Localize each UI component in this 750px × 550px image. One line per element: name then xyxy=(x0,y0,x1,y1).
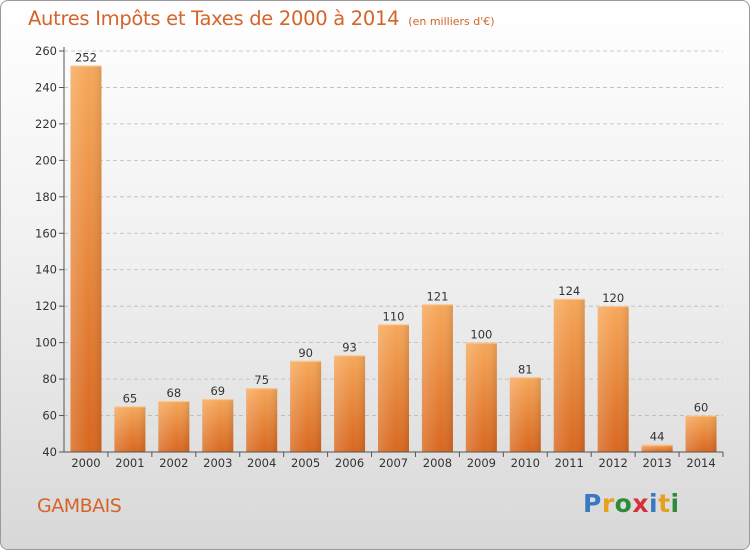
data-label: 65 xyxy=(123,391,138,405)
x-tick-label: 2000 xyxy=(71,456,100,470)
bar-shade xyxy=(465,342,497,452)
logo-letter: x xyxy=(632,489,649,518)
bar-shade xyxy=(597,306,629,452)
bar-shade xyxy=(378,324,409,452)
bar-shade xyxy=(509,377,541,452)
x-tick-label: 2006 xyxy=(335,456,364,470)
x-tick-label: 2009 xyxy=(467,456,496,470)
y-tick-label: 160 xyxy=(35,226,57,240)
data-label: 68 xyxy=(167,386,182,400)
bar-shade xyxy=(158,400,190,452)
y-tick-label: 120 xyxy=(35,299,57,313)
data-label: 90 xyxy=(298,346,313,360)
data-label: 110 xyxy=(383,309,405,323)
x-tick-label: 2010 xyxy=(511,456,540,470)
x-tick-label: 2012 xyxy=(599,456,628,470)
y-tick-label: 80 xyxy=(42,372,57,386)
bar-shade xyxy=(70,65,102,452)
bar-shade xyxy=(553,298,585,452)
data-label: 121 xyxy=(426,289,448,303)
data-label: 69 xyxy=(210,384,225,398)
y-tick-label: 100 xyxy=(35,336,57,350)
logo-letter: r xyxy=(601,489,615,518)
data-label: 60 xyxy=(694,401,709,415)
data-label: 44 xyxy=(650,430,665,444)
chart-title: Autres Impôts et Taxes de 2000 à 2014 xyxy=(28,7,400,30)
y-tick-label: 180 xyxy=(35,190,57,204)
axis-layer xyxy=(59,47,724,457)
title-row: Autres Impôts et Taxes de 2000 à 2014 (e… xyxy=(28,7,495,30)
label-layer: 40 60 80 100 120 140 160 180 200 220 240 260 252 2000… xyxy=(35,44,716,470)
y-tick-label: 140 xyxy=(35,263,57,277)
data-label: 81 xyxy=(518,362,533,376)
y-tick-label: 240 xyxy=(35,80,57,94)
data-label: 93 xyxy=(342,340,357,354)
chart-subtitle: (en milliers d'€) xyxy=(408,15,495,28)
bar-shade xyxy=(421,304,453,452)
y-tick-label: 260 xyxy=(35,44,57,58)
data-label: 252 xyxy=(75,51,97,65)
bar-shade xyxy=(202,399,234,452)
proxiti-logo[interactable]: Proxiti xyxy=(583,489,680,518)
data-label: 120 xyxy=(602,291,624,305)
x-tick-label: 2003 xyxy=(203,456,232,470)
data-label: 75 xyxy=(254,373,269,387)
bar-shade xyxy=(685,415,717,452)
x-tick-label: 2014 xyxy=(686,456,715,470)
x-tick-label: 2001 xyxy=(115,456,144,470)
bar-shade xyxy=(114,406,146,452)
x-tick-label: 2008 xyxy=(423,456,452,470)
bar-shade xyxy=(246,388,278,452)
bar-shade xyxy=(290,360,322,452)
logo-letter: t xyxy=(658,489,671,518)
x-tick-label: 2005 xyxy=(291,456,320,470)
bar-shade xyxy=(334,355,366,452)
data-label: 124 xyxy=(558,284,580,298)
y-tick-label: 200 xyxy=(35,153,57,167)
data-label: 100 xyxy=(470,328,492,342)
location-label: GAMBAIS xyxy=(37,495,122,517)
x-tick-label: 2002 xyxy=(159,456,188,470)
x-tick-label: 2011 xyxy=(555,456,584,470)
y-tick-label: 40 xyxy=(42,445,57,459)
bar-shade xyxy=(641,444,673,452)
y-tick-label: 220 xyxy=(35,117,57,131)
logo-letter: P xyxy=(583,489,602,518)
x-tick-label: 2007 xyxy=(379,456,408,470)
logo-letter: i xyxy=(649,489,659,518)
bar-layer xyxy=(70,65,717,452)
y-tick-label: 60 xyxy=(42,409,57,423)
x-tick-label: 2004 xyxy=(247,456,276,470)
x-tick-label: 2013 xyxy=(642,456,671,470)
logo-letter: i xyxy=(670,489,680,518)
logo-letter: o xyxy=(614,489,633,518)
